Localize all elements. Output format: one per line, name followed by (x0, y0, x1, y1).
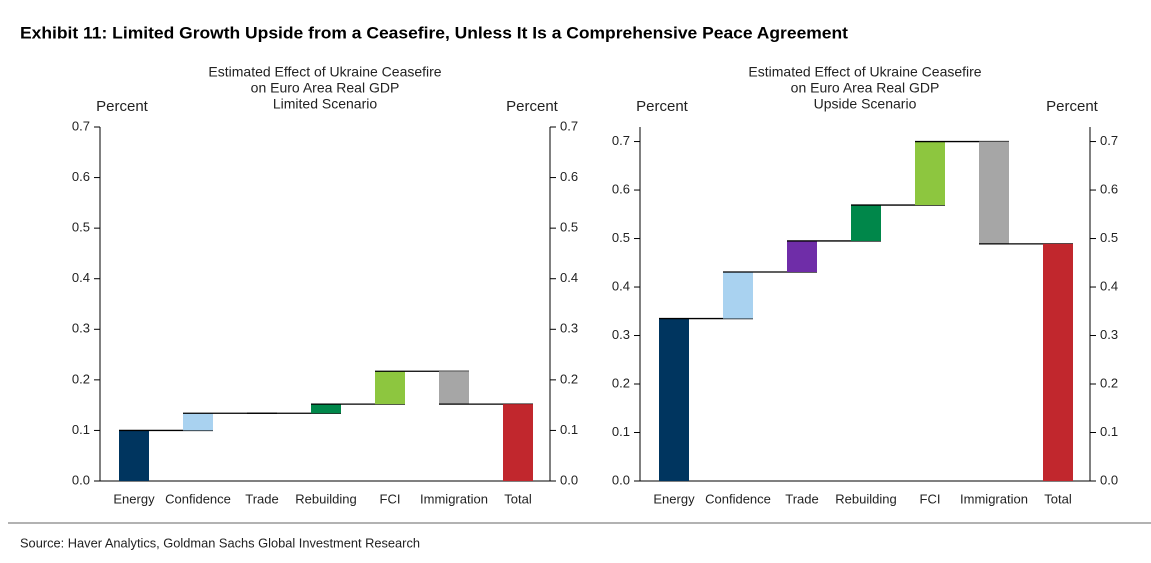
y-tick-label: 0.5 (612, 230, 630, 245)
y-tick-label: 0.3 (612, 327, 630, 342)
bar (439, 371, 469, 405)
y2-tick-label: 0.2 (1100, 375, 1118, 390)
y2-tick-label: 0.7 (560, 118, 578, 133)
y2-tick-label: 0.4 (1100, 278, 1118, 293)
y2-tick-label: 0.4 (560, 270, 578, 285)
x-tick-label: Immigration (960, 491, 1028, 506)
chart-title: Estimated Effect of Ukraine Ceasefire (748, 64, 981, 80)
y-tick-label: 0.7 (612, 133, 630, 148)
bar (787, 240, 817, 272)
y-tick-label: 0.6 (612, 181, 630, 196)
y-tick-label: 0.1 (72, 422, 90, 437)
x-tick-label: FCI (380, 491, 401, 506)
x-tick-label: Confidence (165, 491, 231, 506)
x-tick-label: Total (504, 491, 532, 506)
bar (311, 404, 341, 414)
x-tick-label: Energy (113, 491, 155, 506)
y2-tick-label: 0.3 (560, 321, 578, 336)
x-tick-label: Total (1044, 491, 1072, 506)
y2-tick-label: 0.5 (1100, 230, 1118, 245)
bar (375, 371, 405, 405)
y2-tick-label: 0.0 (560, 472, 578, 487)
x-tick-label: Rebuilding (835, 491, 896, 506)
x-tick-label: Trade (785, 491, 818, 506)
bar (851, 205, 881, 241)
x-tick-label: Rebuilding (295, 491, 356, 506)
chart-subtitle: Limited Scenario (273, 96, 377, 112)
chart-title: on Euro Area Real GDP (251, 80, 400, 96)
y-tick-label: 0.4 (612, 278, 630, 293)
source-note: Source: Haver Analytics, Goldman Sachs G… (20, 535, 420, 550)
chart-subtitle: Upside Scenario (814, 96, 917, 112)
y2-tick-label: 0.5 (560, 220, 578, 235)
bar (979, 141, 1009, 244)
y2-tick-label: 0.2 (560, 371, 578, 386)
y-tick-label: 0.2 (72, 371, 90, 386)
y-tick-label: 0.6 (72, 169, 90, 184)
y-tick-label: 0.1 (612, 424, 630, 439)
y2-tick-label: 0.0 (1100, 472, 1118, 487)
chart-title: Estimated Effect of Ukraine Ceasefire (208, 64, 441, 80)
bar (183, 413, 213, 431)
y2-tick-label: 0.6 (1100, 181, 1118, 196)
y-tick-label: 0.7 (72, 118, 90, 133)
bar (503, 404, 533, 481)
y2-tick-label: 0.1 (1100, 424, 1118, 439)
y2-tick-label: 0.7 (1100, 133, 1118, 148)
y-tick-label: 0.4 (72, 270, 90, 285)
chart-title: on Euro Area Real GDP (791, 80, 940, 96)
page-title: Exhibit 11: Limited Growth Upside from a… (20, 23, 848, 42)
bar (119, 430, 149, 481)
bar (659, 318, 689, 481)
y2-axis-label: Percent (506, 98, 559, 115)
y2-tick-label: 0.3 (1100, 327, 1118, 342)
y-tick-label: 0.3 (72, 321, 90, 336)
bar (915, 141, 945, 206)
y2-tick-label: 0.6 (560, 169, 578, 184)
y2-tick-label: 0.1 (560, 422, 578, 437)
x-tick-label: FCI (920, 491, 941, 506)
bar (723, 271, 753, 319)
y-axis-label: Percent (636, 98, 689, 115)
y-axis-label: Percent (96, 98, 149, 115)
x-tick-label: Trade (245, 491, 278, 506)
y-tick-label: 0.5 (72, 220, 90, 235)
x-tick-label: Confidence (705, 491, 771, 506)
y-tick-label: 0.0 (612, 472, 630, 487)
y-tick-label: 0.2 (612, 375, 630, 390)
bar (1043, 243, 1073, 481)
x-tick-label: Energy (653, 491, 695, 506)
x-tick-label: Immigration (420, 491, 488, 506)
y2-axis-label: Percent (1046, 98, 1099, 115)
y-tick-label: 0.0 (72, 472, 90, 487)
